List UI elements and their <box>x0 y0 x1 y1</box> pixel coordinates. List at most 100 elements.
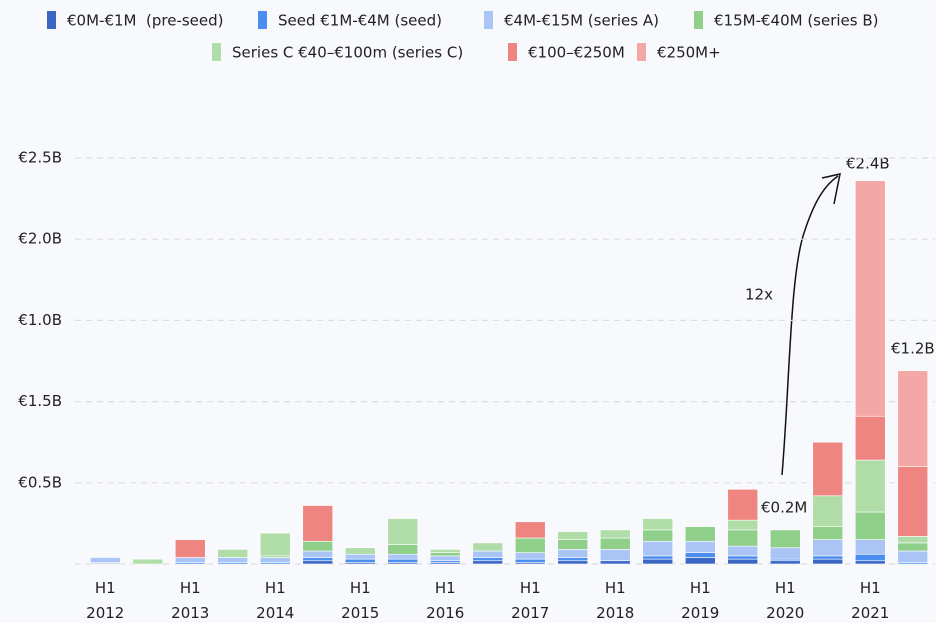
annotation: €0.2M <box>761 499 807 517</box>
bar-segment <box>727 519 759 531</box>
y-tick-label: €0.5B <box>18 473 62 491</box>
bar-segment <box>472 557 504 562</box>
bar-segment <box>812 526 844 540</box>
bar-segment <box>812 539 844 557</box>
bar-segment <box>812 558 844 565</box>
bar-segment <box>557 560 589 565</box>
legend-label: Seed €1M-€4M (seed) <box>278 12 442 30</box>
legend-label: €4M-€15M (series A) <box>504 12 659 30</box>
bar-segment <box>727 555 759 560</box>
bar-segment <box>854 553 886 562</box>
bar-segment <box>472 560 504 565</box>
x-tick-label: H1 2019 <box>681 579 719 622</box>
annotation: €2.4B <box>846 155 890 173</box>
bar-segment <box>557 539 589 550</box>
bar-segment <box>302 560 334 565</box>
bar-segment <box>557 549 589 558</box>
bar-segment <box>174 557 206 563</box>
y-tick-label: €1.0B <box>18 311 62 329</box>
legend-swatch <box>637 43 646 61</box>
bar-segment <box>769 529 801 549</box>
bar-segment <box>387 518 419 545</box>
legend-swatch <box>694 11 703 29</box>
bar-segment <box>684 552 716 558</box>
bar-segment <box>217 549 249 558</box>
bar-segment <box>302 540 334 552</box>
bar-segment <box>854 415 886 461</box>
legend-swatch <box>508 43 517 61</box>
legend-label: €100–€250M <box>528 44 625 62</box>
bar-segment <box>897 542 929 552</box>
bar-segment <box>429 549 461 553</box>
bar-segment <box>684 540 716 553</box>
bar-segment <box>684 557 716 565</box>
bar-segment <box>174 539 206 558</box>
bar-segment <box>642 529 674 542</box>
arrow-head <box>821 173 841 205</box>
bar-segment <box>429 552 461 557</box>
bar-segment <box>429 555 461 562</box>
bar-segment <box>344 558 376 563</box>
bar-segment <box>897 466 929 537</box>
x-tick-label: H1 2016 <box>426 579 464 622</box>
bar-segment <box>302 505 334 542</box>
bar-segment <box>89 557 121 563</box>
bar-segment <box>897 536 929 544</box>
y-tick-label: €2.5B <box>18 149 62 167</box>
x-tick-label: H1 2015 <box>341 579 379 622</box>
bar-segment <box>854 511 886 540</box>
x-tick-label: H1 2017 <box>511 579 549 622</box>
bar-segment <box>727 545 759 557</box>
bar-segment <box>812 495 844 527</box>
bar-segment <box>812 441 844 497</box>
bar-segment <box>727 558 759 565</box>
bar-segment <box>812 555 844 560</box>
x-tick-label: H1 2013 <box>171 579 209 622</box>
legend-swatch <box>212 43 221 61</box>
bar-segment <box>642 540 674 557</box>
bar-segment <box>259 532 291 557</box>
legend-swatch <box>484 11 493 29</box>
bar-segment <box>769 560 801 565</box>
legend-label: €15M-€40M (series B) <box>714 12 879 30</box>
bar-segment <box>514 558 546 563</box>
legend-label: Series C €40–€100m (series C) <box>232 44 463 62</box>
bar-segment <box>599 537 631 550</box>
bar-segment <box>854 560 886 565</box>
bar-segment <box>217 557 249 563</box>
y-tick-label: €1.5B <box>18 392 62 410</box>
bar-segment <box>769 547 801 560</box>
y-tick-label: €2.0B <box>18 230 62 248</box>
bar-segment <box>387 544 419 555</box>
annotation: €1.2B <box>891 340 935 358</box>
bar-segment <box>642 555 674 560</box>
bar-segment <box>387 558 419 563</box>
bar-segment <box>472 550 504 558</box>
bar-segment <box>514 521 546 539</box>
legend-label: €250M+ <box>657 44 721 62</box>
x-tick-label: H1 2014 <box>256 579 294 622</box>
bar-segment <box>472 542 504 552</box>
bar-segment <box>897 370 929 467</box>
bar-segment <box>557 557 589 562</box>
bar-segment <box>599 549 631 562</box>
bar-segment <box>259 557 291 563</box>
bar-segment <box>599 560 631 565</box>
bar-segment <box>854 539 886 555</box>
bar-segment <box>642 518 674 531</box>
x-tick-label: H1 2020 <box>766 579 804 622</box>
bar-segment <box>132 558 164 565</box>
bar-segment <box>642 558 674 565</box>
bar-segment <box>854 459 886 513</box>
legend-swatch <box>258 11 267 29</box>
bar-segment <box>897 550 929 563</box>
x-tick-label: H1 2018 <box>596 579 634 622</box>
bar-segment <box>854 180 886 417</box>
bar-segment <box>514 537 546 553</box>
bar-segment <box>727 488 759 521</box>
x-tick-label: H1 2021 <box>851 579 889 622</box>
legend-swatch <box>47 11 56 29</box>
bar-segment <box>302 557 334 562</box>
bar-segment <box>514 552 546 560</box>
